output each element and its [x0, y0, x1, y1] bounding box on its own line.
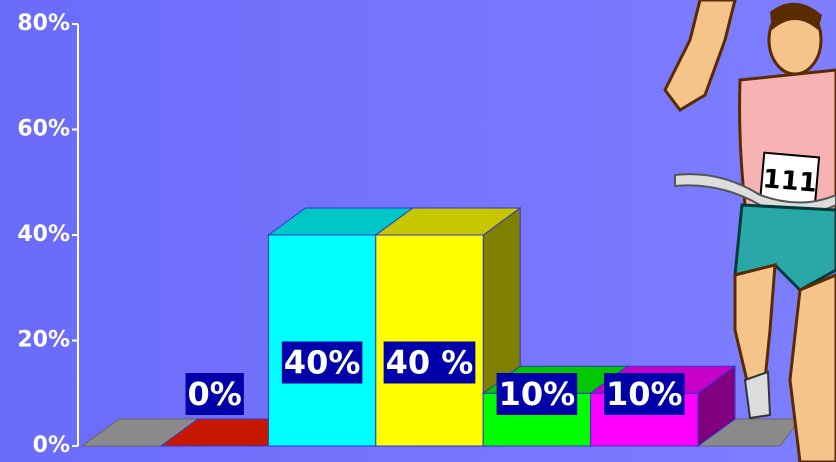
value-label-box — [383, 341, 476, 384]
value-label-box — [604, 373, 685, 415]
value-label: 40 % — [386, 344, 474, 382]
value-label-box — [496, 373, 578, 415]
svg-text:111: 111 — [762, 164, 819, 199]
value-label: 10% — [606, 375, 683, 413]
y-tick-label: 40% — [17, 222, 70, 247]
value-label-box — [185, 373, 244, 415]
value-label: 0% — [188, 375, 242, 413]
y-tick-label: 0% — [33, 433, 70, 458]
bar — [375, 234, 484, 447]
value-label: 40% — [284, 344, 361, 382]
y-tick-label: 80% — [17, 11, 70, 36]
value-label: 10% — [499, 375, 576, 413]
y-tick-label: 20% — [17, 328, 70, 353]
y-tick-label: 60% — [17, 117, 70, 142]
value-label-box — [281, 341, 363, 384]
bar-top — [374, 207, 522, 236]
runner-illustration: 111 — [663, 0, 836, 462]
bar — [267, 234, 377, 447]
